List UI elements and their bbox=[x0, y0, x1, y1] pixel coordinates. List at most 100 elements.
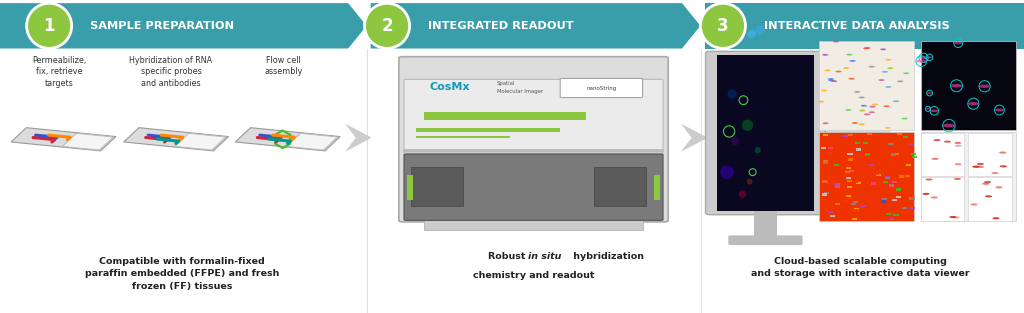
Bar bbox=[823, 162, 828, 164]
Circle shape bbox=[882, 71, 888, 73]
Bar bbox=[902, 207, 907, 209]
Text: Robust: Robust bbox=[487, 252, 528, 261]
Polygon shape bbox=[345, 124, 372, 152]
Bar bbox=[883, 181, 888, 183]
Circle shape bbox=[843, 67, 849, 69]
Text: 3: 3 bbox=[717, 17, 729, 35]
Bar bbox=[822, 134, 827, 136]
Circle shape bbox=[999, 151, 1007, 154]
Circle shape bbox=[854, 91, 860, 93]
Text: in situ: in situ bbox=[528, 252, 562, 261]
Text: Permeabilize,
fix, retrieve
targets: Permeabilize, fix, retrieve targets bbox=[33, 56, 86, 88]
Circle shape bbox=[916, 59, 927, 63]
Bar bbox=[899, 175, 904, 177]
Bar bbox=[853, 209, 858, 212]
Bar bbox=[889, 183, 894, 186]
Bar bbox=[848, 158, 853, 161]
Bar bbox=[897, 133, 902, 135]
Bar bbox=[827, 151, 833, 154]
Bar bbox=[889, 185, 894, 187]
Circle shape bbox=[968, 102, 979, 105]
Circle shape bbox=[863, 48, 869, 49]
Circle shape bbox=[859, 110, 865, 111]
Bar bbox=[906, 164, 911, 166]
FancyBboxPatch shape bbox=[560, 79, 643, 98]
Bar bbox=[885, 177, 890, 179]
Bar bbox=[867, 133, 872, 135]
Bar bbox=[909, 207, 914, 209]
Bar bbox=[843, 200, 848, 202]
Polygon shape bbox=[705, 3, 1024, 49]
Bar bbox=[847, 186, 852, 188]
Bar bbox=[889, 218, 894, 220]
Bar bbox=[830, 215, 836, 217]
Circle shape bbox=[885, 127, 891, 129]
Circle shape bbox=[931, 196, 938, 198]
Polygon shape bbox=[236, 128, 340, 151]
Bar bbox=[822, 160, 827, 162]
Bar bbox=[424, 220, 643, 230]
Circle shape bbox=[927, 56, 933, 58]
Bar bbox=[821, 147, 826, 149]
Bar bbox=[921, 177, 965, 221]
Bar bbox=[909, 143, 914, 146]
Bar bbox=[892, 199, 897, 201]
Bar bbox=[843, 135, 848, 137]
Ellipse shape bbox=[748, 30, 756, 38]
Circle shape bbox=[821, 90, 827, 91]
Bar bbox=[891, 153, 896, 156]
Circle shape bbox=[979, 85, 990, 88]
Circle shape bbox=[930, 110, 939, 112]
Bar bbox=[921, 41, 1016, 130]
Circle shape bbox=[972, 166, 979, 168]
Bar bbox=[873, 173, 879, 175]
Bar bbox=[870, 182, 876, 185]
Text: Cloud-based scalable computing
and storage with interactive data viewer: Cloud-based scalable computing and stora… bbox=[751, 257, 970, 278]
Bar bbox=[855, 142, 860, 145]
Text: CosMx: CosMx bbox=[429, 82, 470, 92]
Ellipse shape bbox=[755, 147, 761, 153]
Bar bbox=[852, 218, 857, 220]
Bar bbox=[847, 198, 852, 200]
Circle shape bbox=[824, 69, 830, 71]
Bar bbox=[883, 198, 888, 201]
Bar bbox=[912, 156, 918, 158]
Bar bbox=[846, 177, 851, 179]
Bar bbox=[819, 41, 914, 130]
Bar bbox=[654, 175, 660, 200]
Bar bbox=[717, 55, 814, 211]
Circle shape bbox=[926, 178, 933, 181]
Circle shape bbox=[828, 80, 835, 81]
Circle shape bbox=[932, 158, 939, 160]
Circle shape bbox=[923, 193, 930, 195]
Bar bbox=[754, 211, 777, 239]
Bar bbox=[905, 175, 910, 177]
Bar bbox=[858, 207, 863, 209]
Bar bbox=[846, 195, 851, 197]
Circle shape bbox=[884, 105, 890, 107]
Text: 2: 2 bbox=[381, 17, 393, 35]
Polygon shape bbox=[11, 128, 116, 151]
Text: nanoString: nanoString bbox=[587, 85, 616, 90]
Bar bbox=[854, 208, 859, 210]
Bar bbox=[894, 153, 899, 155]
Text: Molecular Imager: Molecular Imager bbox=[497, 89, 543, 94]
Circle shape bbox=[833, 41, 839, 43]
Ellipse shape bbox=[365, 3, 410, 48]
Bar bbox=[835, 183, 840, 185]
Circle shape bbox=[971, 203, 978, 206]
Bar bbox=[835, 186, 840, 188]
Circle shape bbox=[952, 216, 959, 218]
Bar bbox=[848, 134, 853, 136]
Circle shape bbox=[999, 165, 1007, 167]
Bar bbox=[407, 175, 413, 200]
Circle shape bbox=[850, 60, 856, 62]
Circle shape bbox=[864, 113, 870, 115]
Text: Spatial: Spatial bbox=[497, 81, 515, 86]
Text: hybridization: hybridization bbox=[570, 252, 644, 261]
Bar bbox=[969, 177, 1012, 221]
Circle shape bbox=[901, 118, 907, 120]
Bar bbox=[819, 132, 914, 221]
Ellipse shape bbox=[720, 165, 734, 179]
Bar bbox=[921, 133, 965, 176]
